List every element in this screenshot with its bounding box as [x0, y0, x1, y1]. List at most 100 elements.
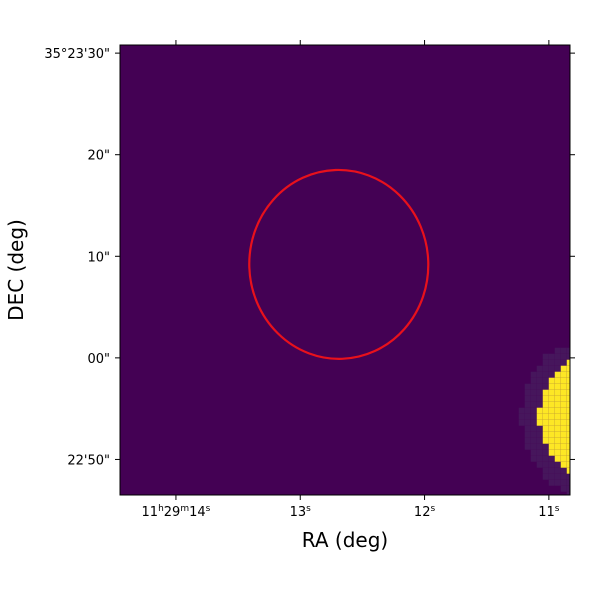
source-pixel — [548, 449, 555, 456]
halo-pixel — [530, 449, 537, 456]
halo-pixel — [536, 401, 543, 408]
source-pixel — [548, 431, 555, 438]
halo-pixel — [548, 467, 555, 474]
source-pixel — [542, 419, 549, 426]
source-pixel — [566, 371, 570, 378]
source-pixel — [560, 389, 567, 396]
halo-pixel — [554, 467, 561, 474]
halo-pixel — [548, 359, 555, 366]
source-pixel — [560, 395, 567, 402]
source-pixel — [560, 455, 567, 462]
source-pixel — [560, 383, 567, 390]
source-pixel — [542, 431, 549, 438]
halo-pixel — [530, 419, 537, 426]
halo-pixel — [536, 377, 543, 384]
source-pixel — [548, 407, 555, 414]
source-pixel — [548, 437, 555, 444]
halo-pixel — [518, 407, 525, 414]
halo-pixel — [530, 401, 537, 408]
halo-pixel — [530, 431, 537, 438]
source-pixel — [554, 419, 561, 426]
halo-pixel — [536, 449, 543, 456]
source-pixel — [560, 431, 567, 438]
halo-pixel — [554, 473, 561, 480]
y-axis-title: DEC (deg) — [4, 219, 28, 321]
source-pixel — [554, 413, 561, 420]
halo-pixel — [536, 443, 543, 450]
source-pixel — [560, 437, 567, 444]
halo-pixel — [524, 389, 531, 396]
halo-pixel — [548, 353, 555, 360]
halo-pixel — [524, 443, 531, 450]
halo-pixel — [530, 425, 537, 432]
halo-pixel — [542, 371, 549, 378]
halo-pixel — [542, 467, 549, 474]
x-tick-label: 11h29m14s — [142, 504, 211, 520]
halo-pixel — [536, 383, 543, 390]
source-pixel — [554, 401, 561, 408]
source-pixel — [542, 389, 549, 396]
halo-pixel — [524, 419, 531, 426]
source-blob — [536, 359, 570, 474]
source-pixel — [548, 413, 555, 420]
source-pixel — [536, 413, 543, 420]
source-pixel — [554, 407, 561, 414]
halo-pixel — [530, 407, 537, 414]
halo-pixel — [542, 449, 549, 456]
halo-pixel — [536, 389, 543, 396]
source-pixel — [560, 461, 567, 468]
halo-pixel — [536, 437, 543, 444]
halo-pixel — [536, 455, 543, 462]
halo-pixel — [542, 383, 549, 390]
image-background — [120, 45, 570, 495]
source-pixel — [542, 413, 549, 420]
halo-pixel — [560, 353, 567, 360]
halo-pixel — [566, 347, 570, 354]
source-pixel — [566, 407, 570, 414]
source-pixel — [560, 401, 567, 408]
source-pixel — [554, 389, 561, 396]
halo-pixel — [554, 347, 561, 354]
halo-pixel — [542, 461, 549, 468]
halo-pixel — [524, 401, 531, 408]
halo-pixel — [542, 359, 549, 366]
halo-pixel — [566, 473, 570, 480]
halo-pixel — [566, 485, 570, 492]
source-pixel — [566, 437, 570, 444]
halo-pixel — [530, 395, 537, 402]
halo-pixel — [554, 359, 561, 366]
x-tick-label: 13s — [290, 504, 312, 520]
source-pixel — [554, 371, 561, 378]
halo-pixel — [524, 383, 531, 390]
source-pixel — [548, 377, 555, 384]
halo-pixel — [536, 365, 543, 372]
source-pixel — [554, 455, 561, 462]
halo-pixel — [548, 473, 555, 480]
halo-pixel — [542, 365, 549, 372]
source-pixel — [560, 443, 567, 450]
plot-area — [120, 45, 570, 495]
halo-pixel — [554, 461, 561, 468]
halo-pixel — [542, 353, 549, 360]
source-pixel — [542, 407, 549, 414]
source-pixel — [560, 377, 567, 384]
source-pixel — [554, 437, 561, 444]
y-tick-label: 00" — [87, 352, 110, 367]
halo-pixel — [554, 365, 561, 372]
halo-pixel — [524, 407, 531, 414]
source-pixel — [548, 443, 555, 450]
x-tick-label: 12s — [414, 504, 436, 520]
halo-pixel — [530, 413, 537, 420]
halo-pixel — [530, 383, 537, 390]
y-tick-label: 22'50" — [67, 453, 110, 468]
halo-pixel — [554, 479, 561, 486]
halo-pixel — [548, 365, 555, 372]
source-pixel — [560, 413, 567, 420]
source-pixel — [566, 365, 570, 372]
source-pixel — [566, 359, 570, 366]
ticks: 11h29m14s 13s 12s 11s 35°23'30" 20" 10" 00" 22'5… — [44, 40, 575, 520]
halo-pixel — [560, 347, 567, 354]
halo-pixel — [530, 437, 537, 444]
source-pixel — [548, 395, 555, 402]
